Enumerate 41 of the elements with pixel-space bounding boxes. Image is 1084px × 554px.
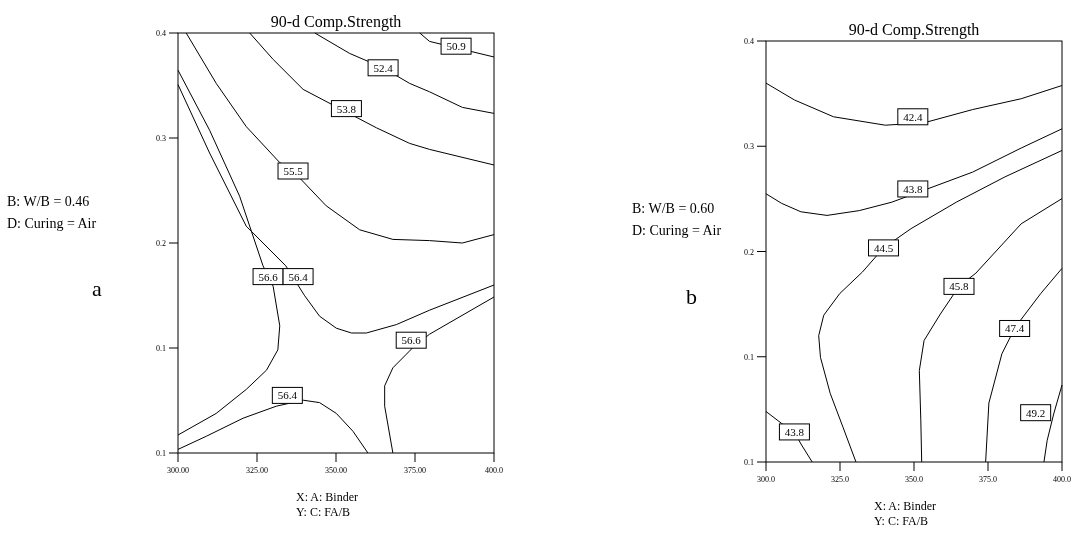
x-tick-label: 350.00 [325,466,347,475]
y-tick-label: 0.3 [744,142,754,152]
x-tick-label: 400.0 [485,466,503,475]
text: B: W/B = 0.60 [632,201,715,216]
annotation: 56.6 [258,270,279,283]
annotation: 53.8 [336,102,357,115]
x-tick-label: 375.0 [979,475,997,484]
x-tick-label: 375.00 [404,466,426,475]
annotation: 49.2 [1026,406,1046,419]
text: a [92,276,102,301]
text: Y: C: FA/B [296,505,351,519]
annotation: 43.8 [903,182,923,195]
annotation: 50.9 [446,40,467,53]
text: D: Curing = Air [632,223,722,238]
chart-title: 90-d Comp.Strength [848,21,980,39]
y-tick-label: 0.1 [744,458,754,467]
x-tick-label: 325.0 [831,475,849,484]
x-tick-label: 300.0 [757,475,775,484]
y-tick-label: 0.2 [156,239,166,248]
y-tick-label: 0.1 [744,352,754,362]
chart-title: 90-d Comp.Strength [270,13,402,31]
y-tick-label: 0.3 [156,134,166,143]
text: D: Curing = Air [7,216,97,231]
x-axis-title: X: A: Binder [874,499,936,513]
x-tick-label: 350.0 [905,475,923,484]
annotation: 56.4 [277,389,298,402]
annotation: 42.4 [903,110,923,123]
text: B: W/B = 0.46 [7,194,90,209]
text: Y: C: FA/B [874,514,929,528]
y-tick-label: 0.2 [744,247,754,257]
x-tick-label: 400.0 [1053,475,1071,484]
x-tick-label: 325.00 [246,466,268,475]
text: b [686,284,697,309]
x-tick-label: 300.00 [167,466,189,475]
y-tick-label: 0.1 [156,344,166,353]
y-tick-label: 0.4 [744,37,754,46]
y-tick-label: 0.4 [156,29,166,38]
annotation: 56.6 [401,334,422,347]
x-axis-title: X: A: Binder [296,490,358,504]
y-tick-label: 0.1 [156,449,166,458]
annotation: 56.4 [288,270,309,283]
